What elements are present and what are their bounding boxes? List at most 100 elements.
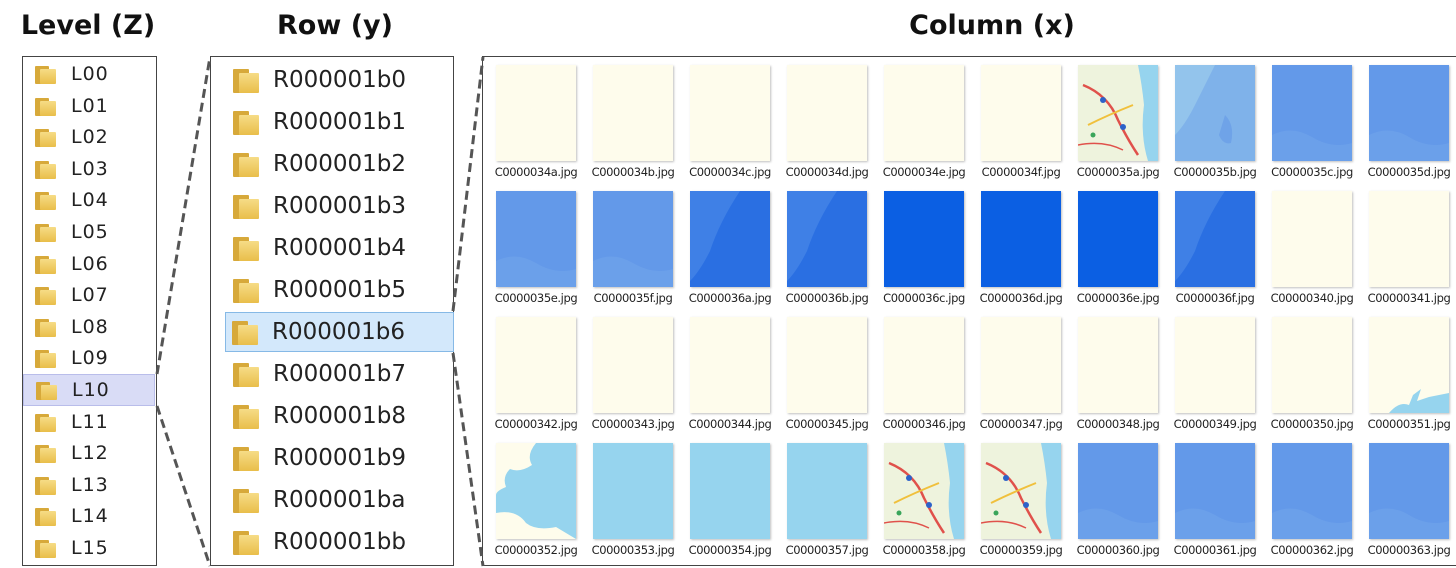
tile-thumbnail[interactable]: C00000346.jpg [883, 317, 966, 431]
tile-thumbnail[interactable]: C00000343.jpg [592, 317, 675, 431]
tile-thumbnail[interactable]: C0000034d.jpg [786, 65, 869, 179]
level-folder-l00[interactable]: L00 [23, 58, 155, 90]
column-tile-grid: C0000034a.jpg C0000034b.jpg C0000034c.jpg C… [482, 56, 1456, 566]
tile-thumbnail[interactable]: C0000036e.jpg [1077, 191, 1160, 305]
tile-thumbnail[interactable]: C00000362.jpg [1271, 443, 1354, 557]
folder-icon [233, 445, 259, 471]
tile-filename: C0000035a.jpg [1076, 165, 1160, 179]
tile-thumbnail[interactable]: C0000035a.jpg [1077, 65, 1160, 179]
tile-thumbnail[interactable]: C00000342.jpg [495, 317, 578, 431]
level-folder-l10[interactable]: L10 [23, 374, 155, 406]
level-folder-l15[interactable]: L15 [23, 532, 155, 564]
level-folder-label: L04 [71, 189, 109, 212]
tile-thumbnail[interactable]: C00000340.jpg [1271, 191, 1354, 305]
level-folder-l12[interactable]: L12 [23, 437, 155, 469]
folder-icon [35, 159, 57, 179]
tile-thumbnail[interactable]: C00000353.jpg [592, 443, 675, 557]
level-folder-l05[interactable]: L05 [23, 216, 155, 248]
row-folder-r000001b1[interactable]: R000001b1 [211, 102, 453, 142]
tile-thumbnail[interactable]: C0000034b.jpg [592, 65, 675, 179]
tile-thumbnail[interactable]: C0000036b.jpg [786, 191, 869, 305]
row-folder-r000001b2[interactable]: R000001b2 [211, 144, 453, 184]
tile-thumbnail[interactable]: C0000034a.jpg [495, 65, 578, 179]
level-folder-label: L10 [72, 379, 110, 401]
tile-thumbnail[interactable]: C0000035c.jpg [1271, 65, 1353, 179]
row-folder-r000001b7[interactable]: R000001b7 [211, 354, 453, 394]
tile-image [1272, 65, 1352, 161]
level-folder-l08[interactable]: L08 [23, 311, 155, 343]
tile-filename: C00000362.jpg [1270, 543, 1354, 557]
level-folder-l11[interactable]: L11 [23, 406, 155, 438]
folder-icon [35, 412, 57, 432]
tile-thumbnail[interactable]: C0000034c.jpg [689, 65, 771, 179]
row-folder-r000001b3[interactable]: R000001b3 [211, 186, 453, 226]
level-folder-label: L08 [71, 315, 109, 338]
tile-thumbnail[interactable]: C0000036c.jpg [883, 191, 965, 305]
tile-thumbnail[interactable]: C00000357.jpg [786, 443, 869, 557]
level-folder-l06[interactable]: L06 [23, 248, 155, 280]
row-folder-label: R000001b5 [273, 277, 407, 303]
tile-image [690, 443, 770, 539]
tile-thumbnail[interactable]: C00000348.jpg [1077, 317, 1160, 431]
tile-thumbnail[interactable]: C00000363.jpg [1368, 443, 1451, 557]
tile-thumbnail[interactable]: C0000035d.jpg [1368, 65, 1451, 179]
tile-filename: C0000035d.jpg [1367, 165, 1451, 179]
tile-thumbnail[interactable]: C0000035b.jpg [1174, 65, 1257, 179]
folder-icon [35, 317, 57, 337]
tile-thumbnail[interactable]: C00000358.jpg [883, 443, 966, 557]
tile-thumbnail[interactable]: C00000341.jpg [1368, 191, 1451, 305]
tile-thumbnail[interactable]: C00000359.jpg [980, 443, 1063, 557]
folder-icon [35, 538, 57, 558]
tile-filename: C00000361.jpg [1173, 543, 1257, 557]
tile-thumbnail[interactable]: C0000034e.jpg [883, 65, 966, 179]
tile-filename: C00000352.jpg [494, 543, 578, 557]
tile-thumbnail[interactable]: C0000035f.jpg [593, 191, 673, 305]
tile-thumbnail[interactable]: C00000349.jpg [1174, 317, 1257, 431]
tile-filename: C00000348.jpg [1076, 417, 1160, 431]
tile-filename: C00000340.jpg [1270, 291, 1354, 305]
tile-image [981, 191, 1061, 287]
tile-thumbnail[interactable]: C00000345.jpg [786, 317, 869, 431]
tile-thumbnail[interactable]: C00000351.jpg [1368, 317, 1451, 431]
connector-line-row-top [451, 56, 485, 312]
row-folder-r000001b6[interactable]: R000001b6 [225, 312, 454, 352]
tile-thumbnail[interactable]: C0000036a.jpg [689, 191, 772, 305]
tile-thumbnail[interactable]: C0000034f.jpg [981, 65, 1061, 179]
level-folder-l02[interactable]: L02 [23, 121, 155, 153]
tile-thumbnail[interactable]: C00000350.jpg [1271, 317, 1354, 431]
row-folder-r000001b4[interactable]: R000001b4 [211, 228, 453, 268]
row-folder-r000001ba[interactable]: R000001ba [211, 480, 453, 520]
tile-thumbnail[interactable]: C0000036d.jpg [980, 191, 1063, 305]
tile-filename: C0000034d.jpg [785, 165, 869, 179]
level-folder-l01[interactable]: L01 [23, 90, 155, 122]
tile-thumbnail[interactable]: C00000347.jpg [980, 317, 1063, 431]
tile-thumbnail[interactable]: C00000354.jpg [689, 443, 772, 557]
level-folder-l13[interactable]: L13 [23, 469, 155, 501]
tile-thumbnail[interactable]: C00000352.jpg [495, 443, 578, 557]
tile-image [1078, 443, 1158, 539]
level-folder-l14[interactable]: L14 [23, 500, 155, 532]
tile-thumbnail[interactable]: C0000035e.jpg [495, 191, 578, 305]
tile-image [1272, 191, 1352, 287]
row-folder-r000001b8[interactable]: R000001b8 [211, 396, 453, 436]
tile-image [884, 317, 964, 413]
level-folder-l03[interactable]: L03 [23, 153, 155, 185]
row-folder-r000001b0[interactable]: R000001b0 [211, 60, 453, 100]
tile-thumbnail[interactable]: C0000036f.jpg [1175, 191, 1255, 305]
tile-image [981, 443, 1061, 539]
tile-thumbnail[interactable]: C00000344.jpg [689, 317, 772, 431]
row-folder-r000001b9[interactable]: R000001b9 [211, 438, 453, 478]
level-folder-l07[interactable]: L07 [23, 279, 155, 311]
folder-icon [233, 487, 259, 513]
tile-filename: C0000034f.jpg [981, 165, 1061, 179]
row-folder-r000001b5[interactable]: R000001b5 [211, 270, 453, 310]
tile-filename: C0000035e.jpg [494, 291, 578, 305]
tile-image [593, 317, 673, 413]
level-folder-l04[interactable]: L04 [23, 184, 155, 216]
folder-icon [232, 319, 258, 345]
tile-thumbnail[interactable]: C00000360.jpg [1077, 443, 1160, 557]
tile-thumbnail[interactable]: C00000361.jpg [1174, 443, 1257, 557]
level-folder-l09[interactable]: L09 [23, 342, 155, 374]
row-folder-r000001bb[interactable]: R000001bb [211, 522, 453, 562]
tile-filename: C00000354.jpg [688, 543, 772, 557]
